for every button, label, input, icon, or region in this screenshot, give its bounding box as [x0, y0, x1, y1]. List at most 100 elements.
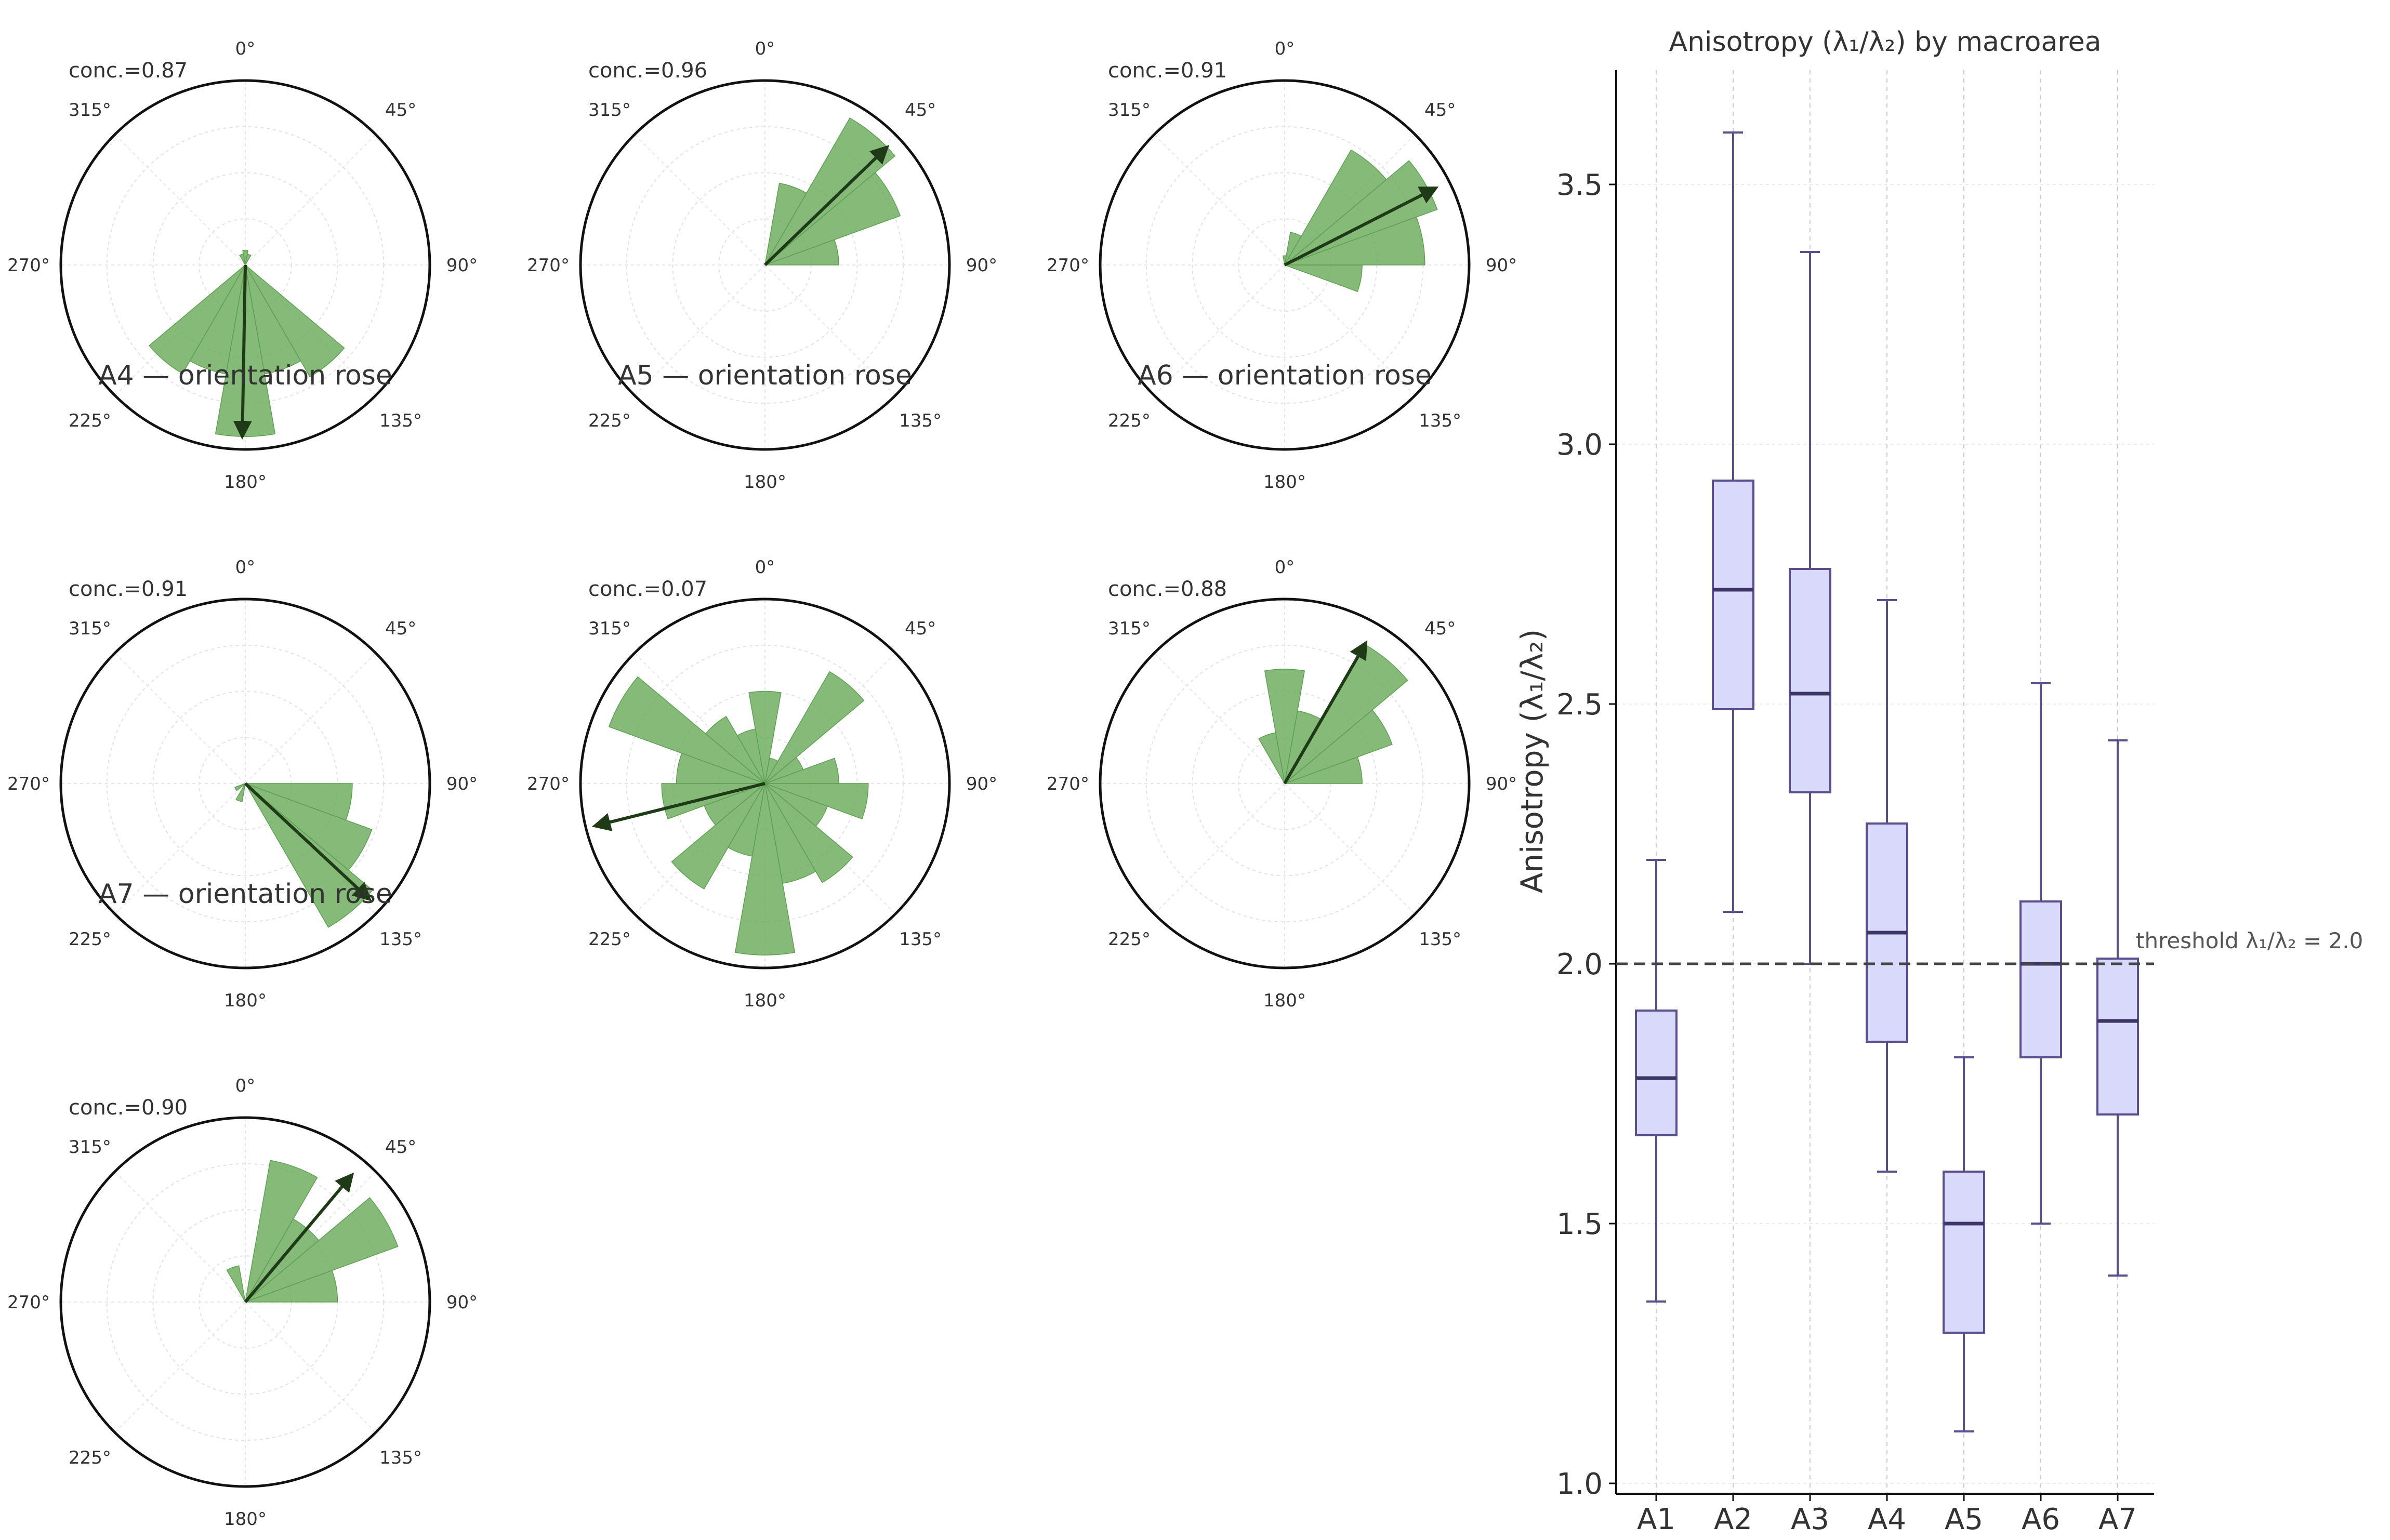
- rose-angle-label: 0°: [235, 557, 256, 578]
- rose-petal-260: [661, 783, 765, 819]
- rose-outer-ring: [579, 598, 951, 970]
- box-iqr: [1712, 480, 1754, 710]
- rose-angle-label: 270°: [1047, 774, 1089, 794]
- rose-petal-140: [245, 264, 345, 378]
- rose-angle-label: 180°: [224, 1509, 267, 1530]
- rose-petal-340: [226, 1265, 246, 1303]
- rose-angle-label: 90°: [966, 255, 997, 276]
- rose-angle-label: 225°: [69, 929, 111, 950]
- rose-petal-240: [234, 783, 246, 791]
- rose-angle-label: 180°: [744, 990, 786, 1011]
- rose-title: A4 — orientation rose: [98, 360, 392, 391]
- box-a5: A5: [1943, 1056, 1985, 1536]
- rose-outer-ring: [59, 598, 431, 970]
- rose-angle-label: 315°: [69, 100, 111, 121]
- rose-angle-label: 135°: [1419, 410, 1461, 431]
- rose-petal-300: [608, 676, 765, 784]
- rose-petal-100: [764, 783, 869, 819]
- rose-angle-label: 0°: [1275, 557, 1295, 578]
- rose-angle-label: 225°: [1108, 410, 1151, 431]
- rose-a3: A3 — orientation roseconc.=0.910°45°90°1…: [1047, 38, 1517, 493]
- rose-angle-label: 270°: [7, 255, 50, 276]
- boxplot-ytick-label: 1.0: [1556, 1467, 1603, 1501]
- rose-mean-arrow: [763, 144, 890, 267]
- boxplot-ylabel: Anisotropy (λ₁/λ₂): [1514, 629, 1550, 894]
- rose-a7: A7 — orientation rose conc.=0.90 0° 45° 90° 1…: [7, 879, 478, 1530]
- rose-angle-label: 0°: [755, 38, 775, 59]
- boxplot-xtick-label: A4: [1868, 1503, 1906, 1536]
- boxplot-xtick-label: A2: [1714, 1503, 1752, 1536]
- threshold-label: threshold λ₁/λ₂ = 2.0: [2136, 928, 2363, 953]
- rose-petal-0: [242, 249, 248, 265]
- rose-angle-label: 135°: [379, 1448, 422, 1468]
- rose-angle-label: 0°: [235, 1076, 256, 1096]
- boxplot-ytick-label: 2.0: [1556, 948, 1603, 981]
- rose-concentration: conc.=0.88: [1108, 577, 1227, 601]
- rose-petal-20: [245, 1160, 318, 1303]
- rose-a2: A2 — orientation roseconc.=0.960°45°90°1…: [527, 38, 997, 493]
- rose-petal-40: [764, 117, 896, 265]
- rose-outer-ring: [579, 79, 951, 451]
- box-a2: A2: [1712, 131, 1754, 1536]
- rose-angle-label: 315°: [588, 618, 631, 639]
- rose-angle-label: 225°: [588, 929, 631, 950]
- rose-petal-340: [1258, 732, 1285, 784]
- rose-a1: A1 — orientation roseconc.=0.870°45°90°1…: [7, 38, 478, 493]
- rose-mean-arrow: [244, 1172, 354, 1303]
- rose-petal-80: [1284, 216, 1425, 265]
- rose-angle-label: 270°: [1047, 255, 1089, 276]
- rose-angle-label: 270°: [7, 774, 50, 794]
- rose-petal-80: [764, 239, 839, 265]
- rose-angle-label: 270°: [7, 1292, 50, 1313]
- box-iqr: [2019, 900, 2062, 1058]
- rose-angle-label: 180°: [1263, 990, 1306, 1011]
- rose-angle-label: 90°: [1486, 255, 1517, 276]
- rose-angle-label: 45°: [1424, 100, 1456, 121]
- rose-angle-label: 315°: [588, 100, 631, 121]
- rose-angle-label: 180°: [224, 472, 267, 493]
- rose-angle-label: 0°: [1275, 38, 1295, 59]
- rose-petal-20: [245, 254, 252, 265]
- boxplot-ytick-label: 2.5: [1556, 688, 1603, 722]
- rose-a6: A6 — orientation rose conc.=0.88 0° 45° 90° 1…: [1047, 360, 1517, 1011]
- box-a3: A3: [1789, 251, 1831, 1536]
- rose-outer-ring: [1099, 598, 1471, 970]
- rose-title: A5 — orientation rose: [618, 360, 912, 391]
- boxplot-xtick-label: A6: [2022, 1503, 2060, 1536]
- rose-angle-label: 45°: [905, 618, 936, 639]
- rose-petal-340: [239, 254, 246, 265]
- rose-angle-label: 90°: [446, 1292, 478, 1313]
- rose-petal-60: [1284, 709, 1393, 784]
- rose-concentration: conc.=0.96: [588, 59, 707, 83]
- rose-a5: A5 — orientation rose conc.=0.07 0° 45° 90° 1…: [527, 360, 997, 1011]
- rose-angle-label: 90°: [966, 774, 997, 794]
- rose-petal-80: [245, 1270, 338, 1303]
- boxplot-xtick-label: A5: [1945, 1503, 1983, 1536]
- rose-grid-ring: [672, 172, 858, 358]
- rose-petal-60: [1284, 160, 1438, 265]
- rose-outer-ring: [1099, 79, 1471, 451]
- box-iqr: [2096, 958, 2139, 1116]
- rose-mean-arrow: [591, 782, 765, 831]
- rose-grid-spoke: [1154, 783, 1285, 914]
- rose-angle-label: 45°: [905, 100, 936, 121]
- rose-title: A7 — orientation rose: [98, 879, 392, 910]
- rose-petal-0: [1264, 669, 1305, 784]
- rose-mean-arrow: [244, 782, 372, 901]
- rose-angle-label: 315°: [1108, 618, 1151, 639]
- boxplot: Anisotropy (λ₁/λ₂) by macroarea 1.0 1.5 2.0…: [1514, 26, 2363, 1536]
- rose-petal-140: [764, 783, 853, 883]
- rose-petal-180: [734, 783, 796, 955]
- rose-concentration: conc.=0.07: [588, 577, 707, 601]
- rose-petal-140: [245, 783, 373, 928]
- box-a1: A1: [1635, 859, 1678, 1536]
- rose-angle-label: 225°: [588, 410, 631, 431]
- rose-angle-label: 315°: [69, 618, 111, 639]
- rose-a4: A4 — orientation rose conc.=0.91 0° 45° 90° 1…: [7, 360, 478, 1011]
- box-iqr: [1943, 1171, 1985, 1334]
- boxplot-ytick-label: 3.0: [1556, 428, 1603, 462]
- rose-grid-ring: [1192, 691, 1378, 877]
- rose-angle-label: 0°: [755, 557, 775, 578]
- rose-petal-80: [1284, 756, 1363, 784]
